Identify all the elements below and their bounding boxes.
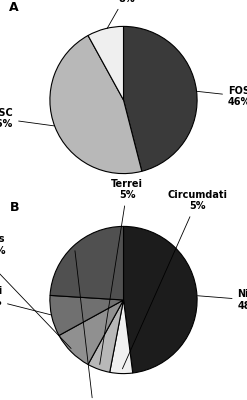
Text: Circumdati
5%: Circumdati 5% [122,190,227,369]
Text: Flavi
24%: Flavi 24% [75,251,107,400]
Wedge shape [50,295,124,336]
Wedge shape [50,226,124,300]
Wedge shape [88,300,124,372]
Text: Fumigati
9%: Fumigati 9% [0,286,51,315]
Wedge shape [124,26,197,171]
Wedge shape [59,300,124,364]
Text: B: B [9,201,19,214]
Wedge shape [88,26,124,100]
Text: FIESC
8%: FIESC 8% [107,0,143,28]
Text: A: A [9,1,19,14]
Text: Nigri
48%: Nigri 48% [198,289,247,311]
Wedge shape [124,226,197,373]
Wedge shape [110,300,133,374]
Text: Versicolores
9%: Versicolores 9% [0,234,71,348]
Text: FOSC
46%: FOSC 46% [197,86,247,107]
Text: FSSC
46%: FSSC 46% [0,108,54,129]
Text: Terrei
5%: Terrei 5% [100,179,143,364]
Wedge shape [50,36,142,174]
